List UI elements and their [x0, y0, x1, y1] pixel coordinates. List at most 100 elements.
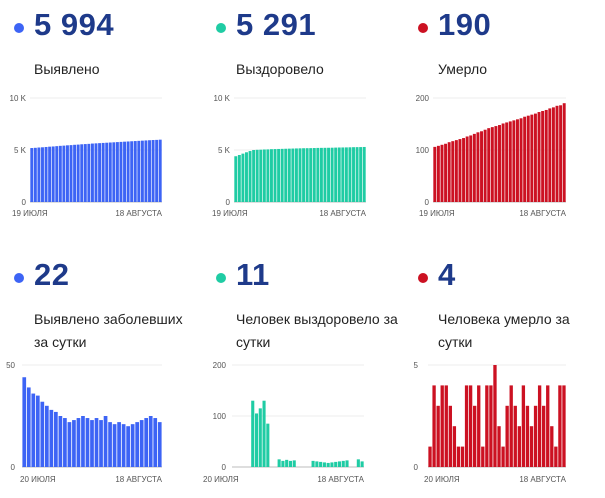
- y-tick-label: 100: [213, 412, 227, 421]
- bar: [123, 141, 127, 202]
- bar: [121, 424, 126, 467]
- bar: [277, 148, 281, 202]
- bar: [562, 385, 566, 467]
- y-tick-label: 5: [414, 361, 419, 370]
- bar: [252, 150, 256, 202]
- bar: [541, 111, 545, 202]
- bar: [76, 418, 81, 467]
- y-tick-label: 0: [22, 198, 27, 207]
- bar: [469, 135, 473, 202]
- bar: [508, 121, 512, 202]
- y-tick-label: 0: [226, 198, 231, 207]
- bar: [101, 142, 105, 202]
- bar: [269, 149, 273, 202]
- deaths-daily-label: Человека умерло за сутки: [438, 311, 570, 350]
- series-dot: [418, 273, 428, 283]
- confirmed-daily-chart: 0 50 20 ИЮЛЯ 18 АВГУСТА: [6, 361, 163, 484]
- bar: [476, 132, 480, 202]
- bar: [44, 146, 48, 202]
- bar: [555, 105, 559, 202]
- bar: [280, 148, 284, 202]
- bar: [315, 461, 319, 467]
- bar: [90, 420, 94, 467]
- bar: [544, 109, 548, 202]
- deaths-total-value: 190: [438, 7, 492, 42]
- bar: [133, 141, 137, 202]
- bar: [440, 385, 444, 467]
- bar: [436, 405, 440, 467]
- bar: [352, 147, 355, 202]
- bar: [428, 446, 432, 467]
- bar: [48, 146, 52, 202]
- bar: [139, 420, 144, 467]
- bar: [464, 385, 469, 467]
- x-tick-label: 20 ИЮЛЯ: [424, 475, 460, 484]
- bar: [37, 147, 41, 202]
- bar: [512, 120, 516, 202]
- bar: [440, 144, 444, 202]
- bar: [436, 145, 440, 202]
- bar: [135, 422, 140, 467]
- bar: [40, 401, 45, 467]
- bar: [456, 446, 461, 467]
- bar: [115, 142, 119, 202]
- bar: [548, 108, 552, 202]
- bar: [49, 409, 54, 467]
- bar: [151, 140, 155, 202]
- bar: [473, 405, 477, 467]
- bar: [262, 149, 266, 202]
- bar: [513, 405, 517, 467]
- bar: [305, 148, 309, 202]
- bar: [287, 148, 291, 202]
- bar: [262, 400, 266, 467]
- bar: [255, 149, 259, 202]
- y-tick-label: 5 K: [14, 146, 27, 155]
- y-tick-label: 200: [213, 361, 227, 370]
- bar: [44, 405, 49, 467]
- y-tick-label: 10 K: [214, 94, 231, 103]
- bar: [356, 459, 360, 467]
- confirmed-total-value: 5 994: [34, 7, 115, 42]
- bar: [302, 148, 306, 202]
- y-tick-label: 10 K: [10, 94, 27, 103]
- bar: [284, 148, 288, 202]
- bar: [316, 147, 320, 202]
- bar: [523, 116, 527, 202]
- bar: [551, 107, 555, 202]
- panel-deaths-daily: 4 Человека умерло за сутки 0 5 20 ИЮЛЯ 18 А…: [404, 250, 604, 498]
- panel-recovered-total: 5 291 Выздоровело 0 5 K 10 K 19 ИЮЛЯ 18 АВГУ…: [202, 0, 402, 248]
- y-tick-label: 50: [6, 361, 15, 370]
- bar: [83, 144, 87, 202]
- bar: [330, 147, 334, 202]
- bar: [521, 385, 526, 467]
- bar: [537, 385, 542, 467]
- bar: [237, 154, 241, 202]
- bar: [337, 147, 341, 202]
- bar: [530, 114, 534, 202]
- bar: [90, 143, 94, 202]
- bar: [148, 416, 153, 467]
- confirmed-total-chart: 0 5 K 10 K 19 ИЮЛЯ 18 АВГУСТА: [10, 94, 163, 218]
- bar: [30, 148, 34, 202]
- bar: [498, 125, 501, 202]
- bar: [465, 136, 469, 202]
- bar: [126, 426, 130, 467]
- bar: [130, 141, 134, 202]
- bar: [140, 140, 144, 202]
- confirmed-daily-value: 22: [34, 257, 70, 292]
- bar: [562, 103, 566, 202]
- deaths-total-chart: 0 100 200 19 ИЮЛЯ 18 АВГУСТА: [416, 94, 567, 218]
- bar: [460, 446, 465, 467]
- bar: [558, 385, 562, 467]
- bar: [94, 418, 99, 467]
- bar: [157, 422, 162, 467]
- bar: [322, 462, 326, 467]
- bar: [51, 146, 55, 202]
- bar: [462, 138, 466, 202]
- bar: [444, 385, 448, 467]
- bar: [433, 146, 437, 202]
- bar: [112, 424, 117, 467]
- bar: [288, 460, 293, 467]
- bar: [311, 460, 315, 467]
- y-tick-label: 0: [414, 463, 419, 472]
